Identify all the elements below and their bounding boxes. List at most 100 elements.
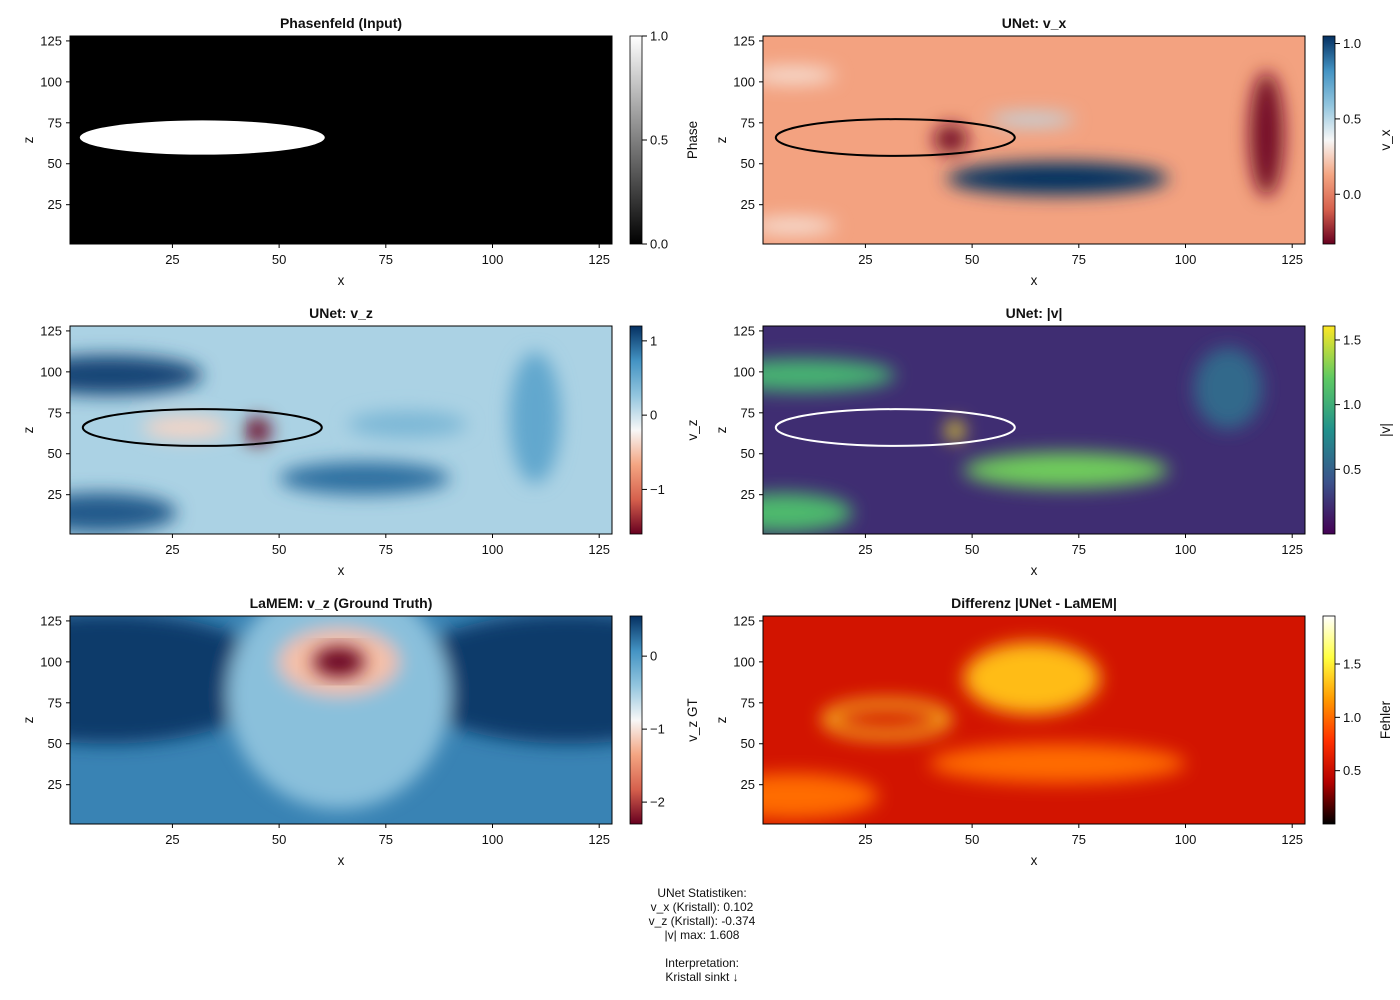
- heatmap-blob: [946, 162, 1169, 195]
- colorbar-tick-label: 1.0: [1343, 36, 1361, 51]
- panel-title: UNet: |v|: [1006, 305, 1063, 321]
- y-tick-label: 100: [733, 364, 755, 379]
- x-tick-label: 25: [165, 832, 179, 847]
- x-tick-label: 100: [1175, 832, 1197, 847]
- colorbar-tick-label: 1.0: [1343, 710, 1361, 725]
- colorbar-gradient: [1322, 615, 1336, 825]
- heatmap-blob: [763, 773, 879, 820]
- x-tick-label: 125: [588, 252, 610, 267]
- heatmap-blob: [142, 416, 228, 440]
- y-axis-label: z: [21, 716, 36, 723]
- heatmap-blob: [313, 647, 365, 677]
- colorbar-gradient: [629, 35, 643, 245]
- plot-frame: [69, 615, 613, 825]
- x-tick-label: 75: [379, 252, 393, 267]
- panel-title: UNet: v_x: [1002, 15, 1067, 31]
- colorbar-tick-label: −1: [650, 482, 665, 497]
- panel-diff: Differenz |UNet - LaMEM| 25 50 75 100 125 25 50…: [714, 595, 1393, 868]
- panels-root: Phasenfeld (Input)25 50 75 100 1252550751001…: [21, 15, 1393, 868]
- heatmap-blob: [963, 452, 1169, 489]
- colorbar: 0.0 0.5 1.0 Phase: [629, 29, 700, 252]
- stats-line: Interpretation:: [664, 956, 740, 970]
- x-tick-label: 50: [272, 252, 286, 267]
- colorbar-tick-label: 0: [650, 408, 657, 423]
- colorbar-tick-label: 0.5: [1343, 763, 1361, 778]
- y-axis-label: z: [21, 426, 36, 433]
- panel-vzgt: LaMEM: v_z (Ground Truth) 25 50 75 100 125 25 5…: [21, 595, 700, 868]
- stats-line: |v| max: 1.608: [664, 928, 740, 942]
- plot-frame: [762, 35, 1306, 245]
- x-tick-label: 25: [165, 252, 179, 267]
- colorbar-gradient: [1322, 325, 1336, 535]
- x-axis-label: x: [338, 273, 345, 288]
- y-tick-label: 100: [40, 364, 62, 379]
- colorbar-gradient: [629, 615, 643, 825]
- colorbar-tick-label: 1.5: [1343, 657, 1361, 672]
- y-tick-label: 100: [733, 74, 755, 89]
- colorbar-tick-label: 1.5: [1343, 332, 1361, 347]
- x-tick-label: 50: [965, 542, 979, 557]
- x-tick-label: 100: [1175, 542, 1197, 557]
- colorbar-tick-label: 0.0: [650, 237, 668, 252]
- heatmap-field: [763, 36, 1305, 244]
- colorbar-tick-label: −1: [650, 722, 665, 737]
- crystal-phase-region: [79, 120, 325, 155]
- heatmap-blob: [279, 461, 450, 495]
- y-tick-label: 25: [48, 777, 62, 792]
- colorbar-tick-label: 0.5: [650, 133, 668, 148]
- heatmap-background: [763, 36, 1305, 244]
- heatmap-blob: [70, 616, 280, 744]
- heatmap-blob: [398, 616, 612, 744]
- heatmap-blob: [763, 493, 853, 533]
- y-tick-label: 25: [48, 487, 62, 502]
- panel-vx: UNet: v_x25 50 75 100 125255075100125xz0.00.…: [714, 15, 1393, 288]
- y-tick-label: 25: [741, 777, 755, 792]
- colorbar-tick-label: 1.0: [1343, 397, 1361, 412]
- x-tick-label: 25: [858, 832, 872, 847]
- colorbar: 0.5 1.0 1.5 |v|: [1322, 325, 1393, 535]
- colorbar-label: v_x: [1378, 129, 1393, 150]
- y-tick-label: 75: [48, 115, 62, 130]
- colorbar-gradient: [629, 325, 643, 535]
- stats-line: [552, 942, 852, 956]
- panel-phase: Phasenfeld (Input) 25 50 75 100 125 25 50 75 100 1…: [21, 15, 700, 288]
- y-tick-label: 50: [741, 446, 755, 461]
- x-axis-label: x: [1031, 563, 1038, 578]
- x-tick-label: 75: [379, 832, 393, 847]
- colorbar-gradient: [1322, 35, 1336, 245]
- x-tick-label: 100: [482, 542, 504, 557]
- y-tick-label: 100: [733, 654, 755, 669]
- x-tick-label: 75: [1072, 252, 1086, 267]
- stats-line: v_z (Kristall): -0.374: [648, 914, 756, 928]
- panel-title: Differenz |UNet - LaMEM|: [951, 595, 1117, 611]
- heatmap-blob: [1194, 347, 1263, 430]
- x-tick-label: 25: [858, 252, 872, 267]
- y-tick-label: 50: [741, 156, 755, 171]
- colorbar-tick-label: −2: [650, 795, 665, 810]
- colorbar-tick-label: 0.5: [1343, 462, 1361, 477]
- x-tick-label: 125: [1281, 542, 1303, 557]
- colorbar-tick-label: 0.0: [1343, 187, 1361, 202]
- x-tick-label: 100: [1175, 252, 1197, 267]
- colorbar-label: |v|: [1378, 423, 1393, 437]
- y-tick-label: 25: [741, 197, 755, 212]
- x-tick-label: 25: [165, 542, 179, 557]
- stats-line: UNet Statistiken:: [657, 886, 747, 900]
- colorbar-label: Phase: [685, 121, 700, 159]
- x-tick-label: 50: [272, 832, 286, 847]
- colorbar-label: Fehler: [1378, 700, 1393, 739]
- y-axis-label: z: [21, 136, 36, 143]
- plot-frame: [762, 615, 1306, 825]
- heatmap-field: [70, 36, 612, 244]
- x-tick-label: 100: [482, 832, 504, 847]
- x-tick-label: 125: [1281, 832, 1303, 847]
- y-tick-label: 75: [48, 695, 62, 710]
- y-tick-label: 125: [40, 613, 62, 628]
- heatmap-field: [763, 326, 1305, 534]
- panel-vz: UNet: v_z 25 50 75 100 125 25 50 75 100 125 x z −1 0 1 v…: [21, 305, 700, 578]
- y-tick-label: 125: [40, 33, 62, 48]
- heatmap-blob: [963, 642, 1101, 715]
- heatmap-blob: [933, 124, 968, 154]
- y-tick-label: 50: [741, 736, 755, 751]
